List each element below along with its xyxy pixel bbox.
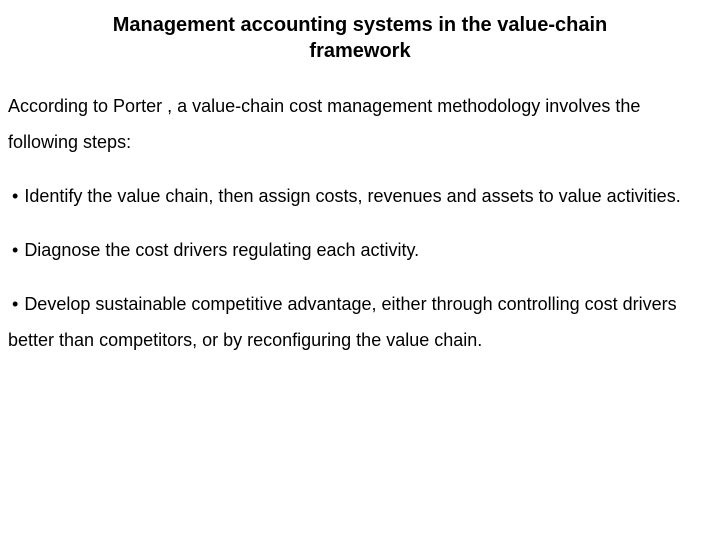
bullet-icon: • (12, 286, 18, 322)
bullet-icon: • (12, 232, 18, 268)
bullet-text: Diagnose the cost drivers regulating eac… (24, 240, 419, 260)
bullet-item-1: • Identify the value chain, then assign c… (8, 178, 712, 214)
bullet-item-2: • Diagnose the cost drivers regulating ea… (8, 232, 712, 268)
page-title: Management accounting systems in the val… (60, 12, 660, 64)
bullet-item-3: •Develop sustainable competitive advanta… (8, 286, 712, 358)
bullet-icon: • (12, 178, 18, 214)
bullet-text: Identify the value chain, then assign co… (24, 186, 680, 206)
bullet-text: Develop sustainable competitive advantag… (8, 294, 677, 350)
intro-paragraph: According to Porter , a value-chain cost… (8, 88, 712, 160)
